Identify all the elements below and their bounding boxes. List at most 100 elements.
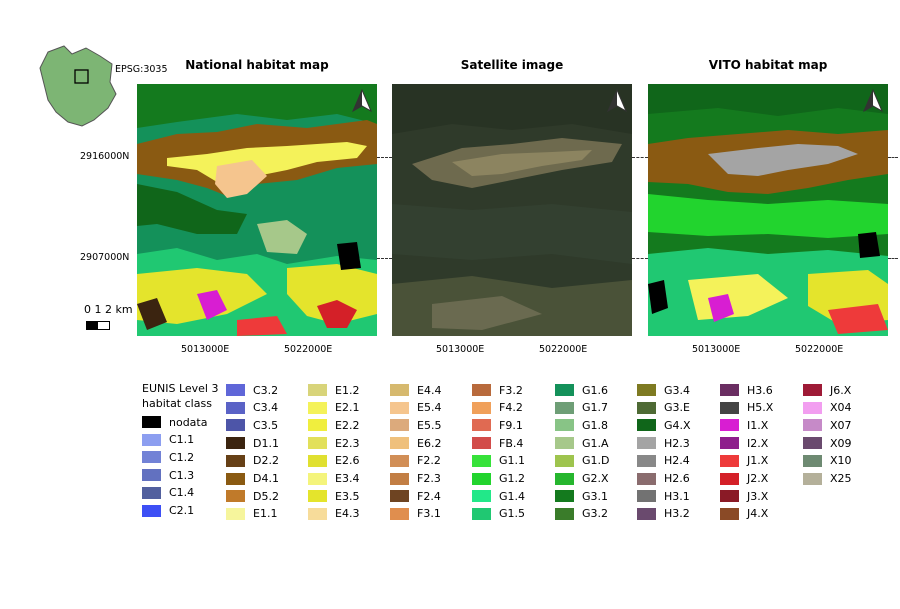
legend-swatch — [308, 455, 327, 467]
legend-swatch — [637, 437, 656, 449]
legend-label: E6.2 — [417, 437, 441, 450]
legend-swatch — [637, 402, 656, 414]
legend-swatch — [226, 508, 245, 520]
legend-label: E2.3 — [335, 437, 359, 450]
x-tick-label: 5022000E — [284, 344, 332, 355]
graticule-tick — [632, 258, 648, 259]
legend-item: C1.1 — [142, 432, 194, 448]
legend-item: G1.D — [555, 453, 610, 469]
legend-swatch — [472, 402, 491, 414]
legend-swatch — [472, 508, 491, 520]
legend-label: H3.2 — [664, 507, 690, 520]
national-habitat-map — [137, 84, 377, 336]
legend-item: I2.X — [720, 435, 768, 451]
legend-label: G2.X — [582, 472, 609, 485]
legend-label: G1.1 — [499, 454, 525, 467]
legend-swatch — [803, 437, 822, 449]
legend-label: H3.6 — [747, 384, 773, 397]
legend-label: C3.4 — [253, 401, 278, 414]
legend-item: X10 — [803, 453, 852, 469]
legend-swatch — [472, 437, 491, 449]
legend-swatch — [555, 419, 574, 431]
legend-label: C1.3 — [169, 469, 194, 482]
legend-label: H3.1 — [664, 490, 690, 503]
legend-swatch — [555, 490, 574, 502]
panel-title-satellite: Satellite image — [392, 58, 632, 72]
legend-swatch — [720, 419, 739, 431]
legend-label: X07 — [830, 419, 852, 432]
legend-item: X04 — [803, 400, 852, 416]
legend-item: H3.1 — [637, 488, 690, 504]
x-tick-label: 5013000E — [181, 344, 229, 355]
legend-swatch — [308, 508, 327, 520]
inset-locator-map — [38, 42, 118, 128]
legend-label: I1.X — [747, 419, 768, 432]
legend-label: E4.3 — [335, 507, 359, 520]
legend-item: G3.E — [637, 400, 690, 416]
legend-label: J6.X — [830, 384, 851, 397]
legend-label: nodata — [169, 416, 207, 429]
legend-swatch — [390, 490, 409, 502]
legend-item: G1.1 — [472, 453, 525, 469]
legend-label: G3.E — [664, 401, 690, 414]
legend-swatch — [720, 402, 739, 414]
legend-item: E2.2 — [308, 417, 359, 433]
legend-swatch — [390, 455, 409, 467]
legend-item: F3.1 — [390, 506, 441, 522]
legend-swatch — [390, 384, 409, 396]
legend-swatch — [637, 419, 656, 431]
legend-swatch — [555, 508, 574, 520]
legend-swatch — [308, 490, 327, 502]
scale-bar — [86, 321, 110, 330]
legend-swatch — [720, 455, 739, 467]
satellite-image — [392, 84, 632, 336]
legend-item: F9.1 — [472, 417, 523, 433]
legend-item: nodata — [142, 414, 207, 430]
legend-swatch — [308, 437, 327, 449]
legend-item: H2.4 — [637, 453, 690, 469]
legend-swatch — [308, 473, 327, 485]
x-tick-label: 5013000E — [436, 344, 484, 355]
legend-swatch — [142, 416, 161, 428]
legend-swatch — [142, 469, 161, 481]
legend-item: C1.2 — [142, 449, 194, 465]
legend-swatch — [390, 437, 409, 449]
legend-swatch — [803, 402, 822, 414]
legend-swatch — [720, 508, 739, 520]
legend-label: H5.X — [747, 401, 773, 414]
legend-swatch — [472, 490, 491, 502]
legend-item: E2.1 — [308, 400, 359, 416]
north-arrow-icon — [607, 89, 627, 117]
legend-swatch — [555, 437, 574, 449]
legend-label: E3.5 — [335, 490, 359, 503]
legend-item: E4.4 — [390, 382, 441, 398]
legend-item: I1.X — [720, 417, 768, 433]
legend-label: I2.X — [747, 437, 768, 450]
legend-swatch — [803, 384, 822, 396]
legend-item: F2.2 — [390, 453, 441, 469]
legend-item: J4.X — [720, 506, 768, 522]
legend-item: E5.4 — [390, 400, 441, 416]
legend-swatch — [308, 402, 327, 414]
north-arrow-icon — [863, 89, 883, 117]
legend-label: C3.5 — [253, 419, 278, 432]
legend-item: C3.4 — [226, 400, 278, 416]
legend-item: J1.X — [720, 453, 768, 469]
legend-swatch — [226, 437, 245, 449]
legend-item: D1.1 — [226, 435, 279, 451]
legend-label: E5.5 — [417, 419, 441, 432]
legend-label: G1.2 — [499, 472, 525, 485]
legend-item: E3.5 — [308, 488, 359, 504]
legend-item: G3.2 — [555, 506, 608, 522]
legend-label: D2.2 — [253, 454, 279, 467]
legend-label: FB.4 — [499, 437, 523, 450]
legend-label: H2.4 — [664, 454, 690, 467]
legend-label: F2.3 — [417, 472, 441, 485]
panel-title-vito: VITO habitat map — [648, 58, 888, 72]
legend-label: D4.1 — [253, 472, 279, 485]
legend-item: E2.6 — [308, 453, 359, 469]
legend-item: E1.2 — [308, 382, 359, 398]
legend-item: G1.4 — [472, 488, 525, 504]
legend-label: C1.4 — [169, 486, 194, 499]
legend-label: C3.2 — [253, 384, 278, 397]
